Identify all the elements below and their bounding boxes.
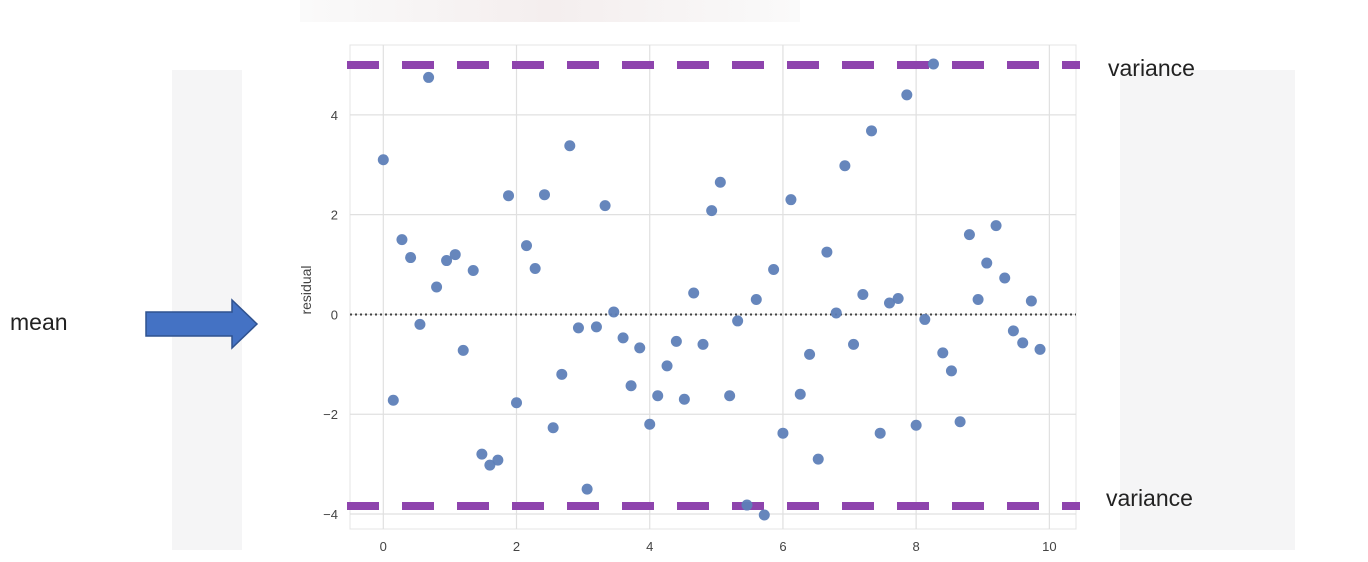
data-point: [511, 397, 523, 409]
data-point: [821, 246, 833, 258]
data-point: [644, 418, 656, 430]
data-point: [564, 140, 576, 152]
data-point: [467, 265, 479, 277]
data-point: [963, 229, 975, 241]
data-point: [812, 453, 824, 465]
y-tick-label: 4: [331, 108, 338, 123]
y-tick-label: 0: [331, 307, 338, 322]
data-point: [927, 58, 939, 70]
x-tick-label: 2: [513, 539, 520, 554]
data-point: [919, 313, 931, 325]
data-point: [484, 459, 496, 471]
data-point: [724, 390, 736, 402]
data-point: [492, 454, 504, 466]
y-tick-label: 2: [331, 208, 338, 223]
data-point: [714, 176, 726, 188]
data-point: [538, 189, 550, 201]
data-point: [884, 297, 896, 309]
data-point: [405, 252, 417, 264]
background-panel-left: [172, 70, 242, 550]
data-point: [1017, 337, 1029, 349]
data-point: [590, 321, 602, 333]
data-point: [839, 160, 851, 172]
data-point: [652, 390, 664, 402]
data-point: [414, 318, 426, 330]
data-point: [785, 194, 797, 206]
data-point: [777, 427, 789, 439]
data-point: [670, 335, 682, 347]
data-point: [503, 190, 515, 202]
data-point: [768, 264, 780, 276]
data-point: [556, 368, 568, 380]
y-tick-label: −4: [323, 507, 338, 522]
data-point: [848, 338, 860, 350]
data-point: [625, 380, 637, 392]
data-point: [981, 257, 993, 269]
data-point: [661, 360, 673, 372]
data-point: [441, 255, 453, 267]
data-point: [874, 427, 886, 439]
data-point: [547, 422, 559, 434]
data-point: [866, 125, 878, 137]
data-point: [423, 71, 435, 83]
x-tick-label: 0: [380, 539, 387, 554]
data-point: [892, 292, 904, 304]
reference-lines: [347, 60, 1080, 511]
variance-top-annotation: variance: [1108, 55, 1195, 81]
data-point: [910, 419, 922, 431]
data-point: [830, 307, 842, 319]
data-point: [1034, 343, 1046, 355]
x-tick-label: 4: [646, 539, 653, 554]
data-point: [476, 448, 488, 460]
data-point: [688, 287, 700, 299]
data-point: [945, 365, 957, 377]
data-point: [599, 200, 611, 212]
data-point: [581, 483, 593, 495]
data-point: [794, 388, 806, 400]
data-point: [741, 499, 753, 511]
x-tick-label: 8: [913, 539, 920, 554]
data-point: [431, 281, 443, 293]
data-point: [901, 89, 913, 101]
x-tick-label: 10: [1042, 539, 1056, 554]
data-point: [750, 293, 762, 305]
data-point: [387, 394, 399, 406]
background-blur-top: [300, 0, 800, 22]
y-axis-label: residual: [298, 265, 314, 314]
data-point: [396, 234, 408, 246]
data-point: [449, 249, 461, 261]
data-point: [457, 344, 469, 356]
data-point: [990, 220, 1002, 232]
background-panel-right: [1120, 70, 1295, 550]
data-point: [804, 348, 816, 360]
data-point: [377, 154, 389, 166]
data-point: [1007, 325, 1019, 337]
data-point: [678, 393, 690, 405]
mean-annotation: mean: [10, 309, 68, 335]
data-point: [999, 272, 1011, 284]
data-point: [972, 293, 984, 305]
data-point: [937, 347, 949, 359]
data-point: [758, 509, 770, 521]
x-tick-label: 6: [779, 539, 786, 554]
data-point: [954, 416, 966, 428]
data-point: [697, 338, 709, 350]
data-point: [732, 315, 744, 327]
variance-bottom-annotation: variance: [1106, 485, 1193, 511]
mean-arrow-icon: [145, 298, 259, 350]
data-point: [572, 322, 584, 334]
data-point: [608, 306, 620, 318]
plot-area: [349, 44, 1077, 530]
data-point: [857, 288, 869, 300]
data-points: [377, 58, 1046, 521]
data-point: [521, 240, 533, 252]
data-point: [706, 205, 718, 217]
tick-labels: 0 2 4 6 8 10 −4 −2 0 2 4: [323, 108, 1056, 554]
data-point: [617, 332, 629, 344]
data-point: [634, 342, 646, 354]
data-point: [1025, 295, 1037, 307]
data-point: [529, 263, 541, 275]
y-tick-label: −2: [323, 407, 338, 422]
